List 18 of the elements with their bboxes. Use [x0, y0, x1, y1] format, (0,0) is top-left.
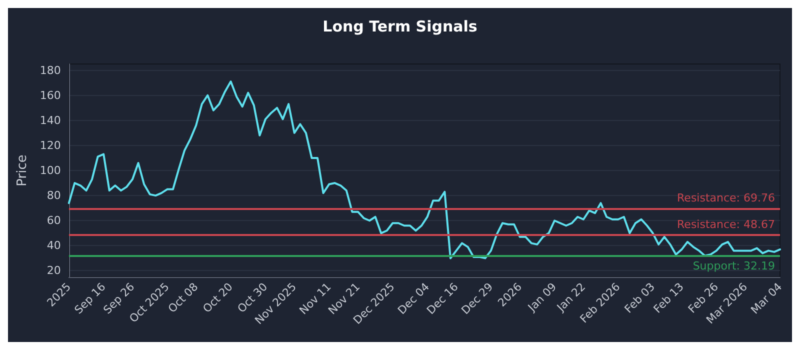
- ref-line-label: Resistance: 69.76: [677, 191, 775, 204]
- ref-line-label: Resistance: 48.67: [677, 218, 775, 231]
- line-series: [68, 80, 781, 260]
- chart-title: Long Term Signals: [322, 18, 478, 36]
- y-tick-label: 180: [40, 64, 61, 77]
- y-axis-title: Price: [15, 154, 30, 186]
- y-tick-label: 120: [40, 138, 61, 152]
- y-tick-label: 20: [46, 264, 61, 278]
- y-tick-label: 140: [40, 114, 61, 127]
- x-tick-label: Dec 29: [458, 280, 496, 317]
- y-tick-label: 100: [40, 164, 61, 177]
- y-tick-label: 40: [46, 239, 61, 252]
- x-tick-label: Oct 20: [200, 280, 236, 316]
- y-tick-label: 160: [40, 88, 61, 102]
- y-tick-label: 60: [46, 214, 61, 228]
- y-tick-label: 80: [46, 189, 61, 202]
- ref-line-label: Support: 32.19: [692, 259, 775, 272]
- x-tick-label: Mar 04: [748, 280, 785, 317]
